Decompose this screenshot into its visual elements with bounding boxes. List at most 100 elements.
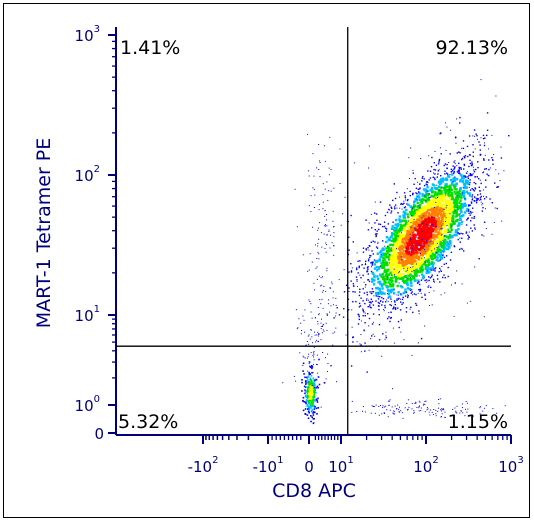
event-dot [423, 225, 426, 229]
event-dot [419, 263, 422, 266]
event-dot [463, 211, 467, 214]
event-dot [427, 221, 430, 224]
event-dot [325, 224, 326, 226]
event-dot [400, 410, 402, 412]
event-dot [389, 317, 392, 319]
event-dot [372, 240, 374, 242]
event-dot [460, 220, 464, 224]
event-dot [314, 194, 316, 196]
event-dot [383, 221, 386, 223]
event-dot [496, 412, 498, 414]
event-dot [318, 340, 319, 342]
event-dot [324, 160, 326, 162]
event-dot [441, 225, 443, 227]
event-dot [406, 199, 409, 202]
event-dot [417, 251, 420, 255]
event-dot [412, 294, 414, 296]
event-dot [308, 334, 310, 336]
event-dot [406, 215, 410, 219]
event-dot [355, 300, 357, 303]
event-dot [374, 222, 376, 224]
event-dot [378, 414, 380, 416]
event-dot [449, 223, 452, 226]
event-dot [416, 195, 419, 199]
event-dot [431, 252, 435, 256]
event-dot [442, 408, 444, 410]
event-dot [427, 280, 429, 282]
event-dot [470, 227, 472, 229]
event-dot [446, 126, 448, 128]
event-dot [319, 160, 321, 162]
event-dot [458, 206, 462, 210]
event-dot [387, 223, 389, 225]
event-dot [397, 291, 400, 294]
event-dot [383, 406, 385, 408]
event-dot [379, 296, 381, 298]
event-dot [420, 261, 423, 265]
event-dot [308, 361, 311, 363]
event-dot [436, 184, 438, 186]
event-dot [415, 199, 418, 202]
event-dot [420, 207, 423, 210]
event-dot [439, 251, 443, 254]
event-dot [412, 193, 414, 195]
event-dot [392, 327, 394, 329]
event-dot [406, 239, 409, 243]
event-dot [446, 195, 449, 198]
event-dot [326, 234, 328, 236]
event-dot [410, 292, 412, 294]
event-dot [312, 392, 314, 395]
event-dot [382, 298, 385, 300]
event-dot [380, 254, 382, 256]
event-dot [484, 137, 486, 139]
event-dot [326, 214, 327, 215]
event-dot [403, 200, 405, 202]
event-dot [441, 233, 443, 235]
event-dot [440, 410, 442, 412]
event-dot [357, 313, 359, 316]
event-dot [403, 268, 405, 269]
event-dot [427, 208, 430, 211]
event-dot [430, 242, 433, 245]
event-dot [391, 285, 395, 288]
event-dot [388, 404, 390, 406]
event-dot [407, 399, 409, 401]
event-dot [415, 304, 418, 306]
event-dot [457, 205, 460, 208]
event-dot [362, 410, 363, 412]
event-dot [427, 242, 430, 245]
event-dot [317, 335, 319, 337]
event-dot [407, 259, 410, 263]
event-dot [308, 400, 311, 402]
event-dot [356, 341, 358, 343]
event-dot [466, 411, 468, 413]
event-dot [448, 235, 451, 239]
event-dot [421, 268, 424, 271]
event-dot [430, 166, 433, 168]
event-dot [392, 260, 395, 263]
event-dot [389, 256, 393, 259]
event-dot [382, 265, 385, 269]
event-dot [351, 267, 353, 269]
event-dot [380, 261, 383, 264]
event-dot [312, 393, 315, 396]
event-dot [451, 207, 454, 210]
event-dot [381, 247, 385, 250]
event-dot [377, 267, 380, 270]
event-dot [416, 222, 419, 225]
event-dot [476, 199, 478, 202]
event-dot [465, 401, 467, 403]
event-dot [451, 214, 455, 217]
event-dot [473, 415, 475, 417]
event-dot [394, 259, 397, 262]
event-dot [447, 221, 450, 224]
event-dot [445, 213, 449, 216]
event-dot [371, 335, 373, 337]
event-dot [439, 234, 442, 237]
event-dot [325, 378, 327, 380]
event-dot [393, 300, 396, 302]
event-dot [383, 258, 386, 261]
event-dot [403, 202, 405, 205]
event-dot [441, 208, 445, 211]
event-dot [476, 135, 478, 137]
